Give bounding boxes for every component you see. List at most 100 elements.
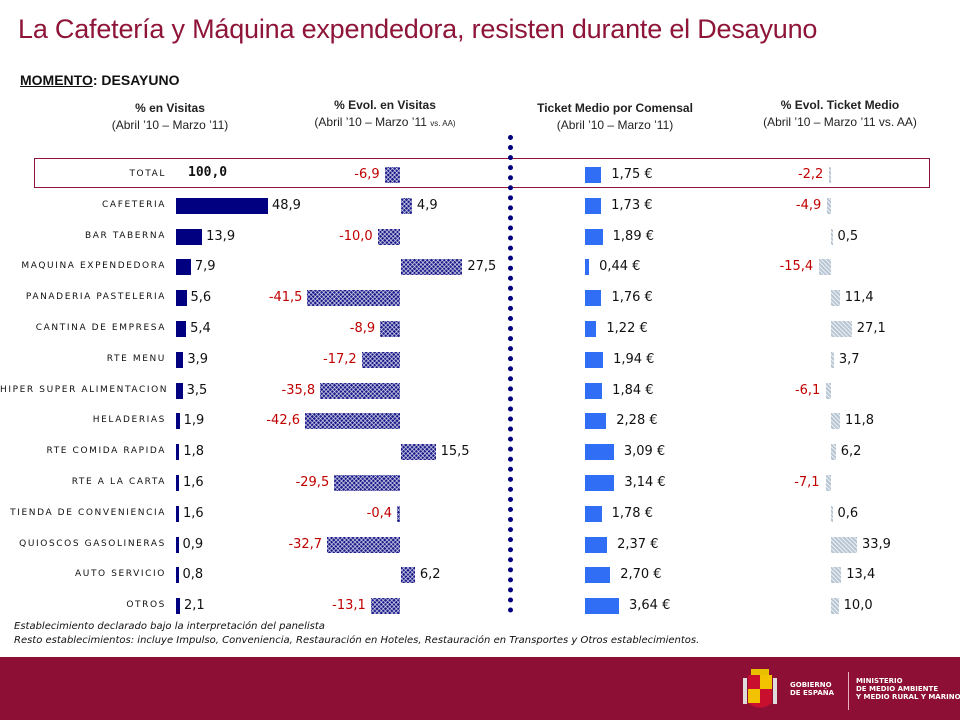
evol-ticket-bar-cafeteria	[827, 197, 831, 214]
evol-visits-bar-otros	[370, 598, 400, 615]
evol-visits-label-rte-comida-rapida: 15,5	[440, 444, 470, 460]
share-bar-auto-servicio	[176, 567, 179, 584]
share-label-heladerias: 1,9	[183, 413, 205, 429]
evol-visits-column-header: % Evol. en Visitas (Abril ’10 – Marzo ’1…	[290, 97, 480, 132]
share-label-panaderia-pasteleria: 5,6	[190, 290, 212, 306]
evol-ticket-label-rte-a-la-carta: -7,1	[794, 475, 820, 490]
evol-ticket-label-cafeteria: -4,9	[795, 197, 822, 213]
evol-visits-column-subtitle: (Abril ’10 – Marzo ’11	[314, 115, 427, 129]
evol-visits-label-rte-menu: -17,2	[323, 351, 357, 367]
category-label-otros: OTROS	[126, 600, 166, 611]
ticket-bar-panaderia-pasteleria	[585, 290, 602, 307]
evol-visits-bar-tienda-de-conveniencia	[397, 505, 400, 522]
evol-ticket-label-panaderia-pasteleria: 11,4	[844, 290, 874, 306]
evol-visits-label-otros: -13,1	[332, 598, 366, 614]
ticket-label-maquina-expendedora: 0,44 €	[599, 259, 641, 275]
gov-line-2: DE ESPAÑA	[790, 689, 835, 697]
share-label-tienda-de-conveniencia: 1,6	[183, 505, 204, 521]
evol-visits-bar-rte-a-la-carta	[334, 475, 400, 491]
ministry-line-2: DE MEDIO AMBIENTE	[856, 685, 939, 693]
ticket-bar-total	[585, 167, 602, 183]
share-label-bar-taberna: 13,9	[206, 228, 236, 244]
ticket-label-rte-menu: 1,94 €	[613, 351, 655, 367]
ticket-label-total: 1,75 €	[611, 167, 653, 182]
footnote-2: Resto establecimientos: incluye Impulso,…	[14, 635, 700, 646]
evol-ticket-bar-rte-a-la-carta	[825, 475, 831, 491]
share-label-auto-servicio: 0,8	[182, 567, 204, 583]
evol-visits-label-auto-servicio: 6,2	[419, 567, 441, 583]
moment-label: MOMENTO: DESAYUNO	[20, 72, 179, 88]
gov-line-1: GOBIERNO	[790, 681, 832, 689]
evol-visits-column-subtitle-small: vs. AA)	[430, 119, 456, 128]
evol-ticket-label-maquina-expendedora: -15,4	[779, 259, 814, 275]
ticket-label-bar-taberna: 1,89 €	[612, 228, 654, 244]
total-row-highlight	[34, 158, 930, 188]
ticket-label-heladerias: 2,28 €	[616, 413, 658, 429]
category-label-maquina-expendedora: MAQUINA EXPENDEDORA	[21, 261, 166, 272]
evol-ticket-label-total: -2,2	[797, 167, 824, 182]
share-label-cantina-de-empresa: 5,4	[190, 321, 211, 336]
evol-visits-label-panaderia-pasteleria: -41,5	[268, 290, 303, 306]
category-label-hiper-super-alimentacion: HIPER SUPER ALIMENTACION	[0, 384, 169, 395]
ticket-bar-maquina-expendedora	[585, 259, 590, 276]
evol-visits-label-rte-a-la-carta: -29,5	[295, 475, 330, 490]
ticket-bar-bar-taberna	[585, 228, 603, 245]
evol-visits-bar-auto-servicio	[401, 567, 415, 584]
evol-visits-bar-quioscos-gasolineras	[327, 536, 400, 553]
evol-visits-bar-heladerias	[305, 413, 400, 430]
share-bar-maquina-expendedora	[176, 259, 191, 276]
evol-ticket-label-otros: 10,0	[843, 598, 873, 614]
category-label-total: TOTAL	[129, 169, 166, 179]
share-bar-rte-comida-rapida	[176, 444, 180, 461]
category-label-quioscos-gasolineras: QUIOSCOS GASOLINERAS	[19, 538, 166, 549]
share-label-total: 100,0	[188, 165, 228, 180]
ticket-label-otros: 3,64 €	[629, 598, 671, 614]
evol-ticket-label-auto-servicio: 13,4	[846, 567, 876, 583]
share-bar-rte-menu	[176, 351, 184, 368]
footnote-1: Establecimiento declarado bajo la interp…	[14, 621, 325, 632]
evol-visits-label-total: -6,9	[354, 167, 380, 182]
evol-ticket-label-cantina-de-empresa: 27,1	[856, 321, 886, 336]
share-bar-panaderia-pasteleria	[176, 290, 187, 307]
share-label-hiper-super-alimentacion: 3,5	[186, 382, 208, 398]
evol-ticket-bar-hiper-super-alimentacion	[826, 382, 831, 399]
evol-ticket-label-heladerias: 11,8	[845, 413, 874, 429]
category-label-rte-a-la-carta: RTE A LA CARTA	[71, 477, 166, 487]
ticket-bar-rte-comida-rapida	[585, 444, 614, 461]
evol-visits-bar-cantina-de-empresa	[380, 321, 400, 337]
ticket-label-rte-comida-rapida: 3,09 €	[623, 444, 666, 460]
evol-ticket-bar-heladerias	[831, 413, 841, 430]
category-label-cafeteria: CAFETERIA	[102, 199, 166, 210]
evol-visits-label-quioscos-gasolineras: -32,7	[288, 536, 323, 552]
ticket-label-cantina-de-empresa: 1,22 €	[606, 321, 648, 336]
category-label-rte-menu: RTE MENU	[106, 353, 166, 364]
ticket-label-panaderia-pasteleria: 1,76 €	[611, 290, 653, 306]
moment-suffix: : DESAYUNO	[92, 72, 180, 88]
evol-visits-label-hiper-super-alimentacion: -35,8	[281, 382, 316, 398]
coat-of-arms-icon	[743, 669, 777, 708]
evol-ticket-column-title: % Evol. Ticket Medio	[780, 98, 900, 112]
share-bar-quioscos-gasolineras	[176, 536, 179, 553]
share-bar-tienda-de-conveniencia	[176, 505, 179, 522]
evol-visits-bar-cafeteria	[401, 197, 412, 214]
ticket-label-rte-a-la-carta: 3,14 €	[624, 475, 666, 490]
ministry-text: MINISTERIO DE MEDIO AMBIENTE Y MEDIO RUR…	[856, 677, 960, 701]
category-label-heladerias: HELADERIAS	[92, 415, 166, 426]
ticket-bar-otros	[585, 598, 619, 615]
ticket-bar-heladerias	[585, 413, 607, 430]
share-bar-rte-a-la-carta	[176, 475, 179, 491]
evol-ticket-label-rte-comida-rapida: 6,2	[840, 444, 862, 460]
evol-ticket-label-quioscos-gasolineras: 33,9	[862, 536, 891, 552]
category-label-tienda-de-conveniencia: TIENDA DE CONVENIENCIA	[10, 507, 166, 518]
evol-ticket-bar-auto-servicio	[831, 567, 842, 584]
column-divider	[508, 135, 513, 613]
evol-ticket-column-header: % Evol. Ticket Medio (Abril ’10 – Marzo …	[735, 97, 945, 131]
moment-prefix: MOMENTO	[20, 72, 93, 88]
share-label-cafeteria: 48,9	[272, 197, 301, 213]
evol-ticket-bar-cantina-de-empresa	[831, 321, 852, 337]
ticket-bar-quioscos-gasolineras	[585, 536, 608, 553]
share-bar-cantina-de-empresa	[176, 321, 187, 337]
evol-visits-bar-total	[384, 167, 400, 183]
evol-visits-label-heladerias: -42,6	[266, 413, 300, 429]
share-label-rte-comida-rapida: 1,8	[183, 444, 205, 460]
